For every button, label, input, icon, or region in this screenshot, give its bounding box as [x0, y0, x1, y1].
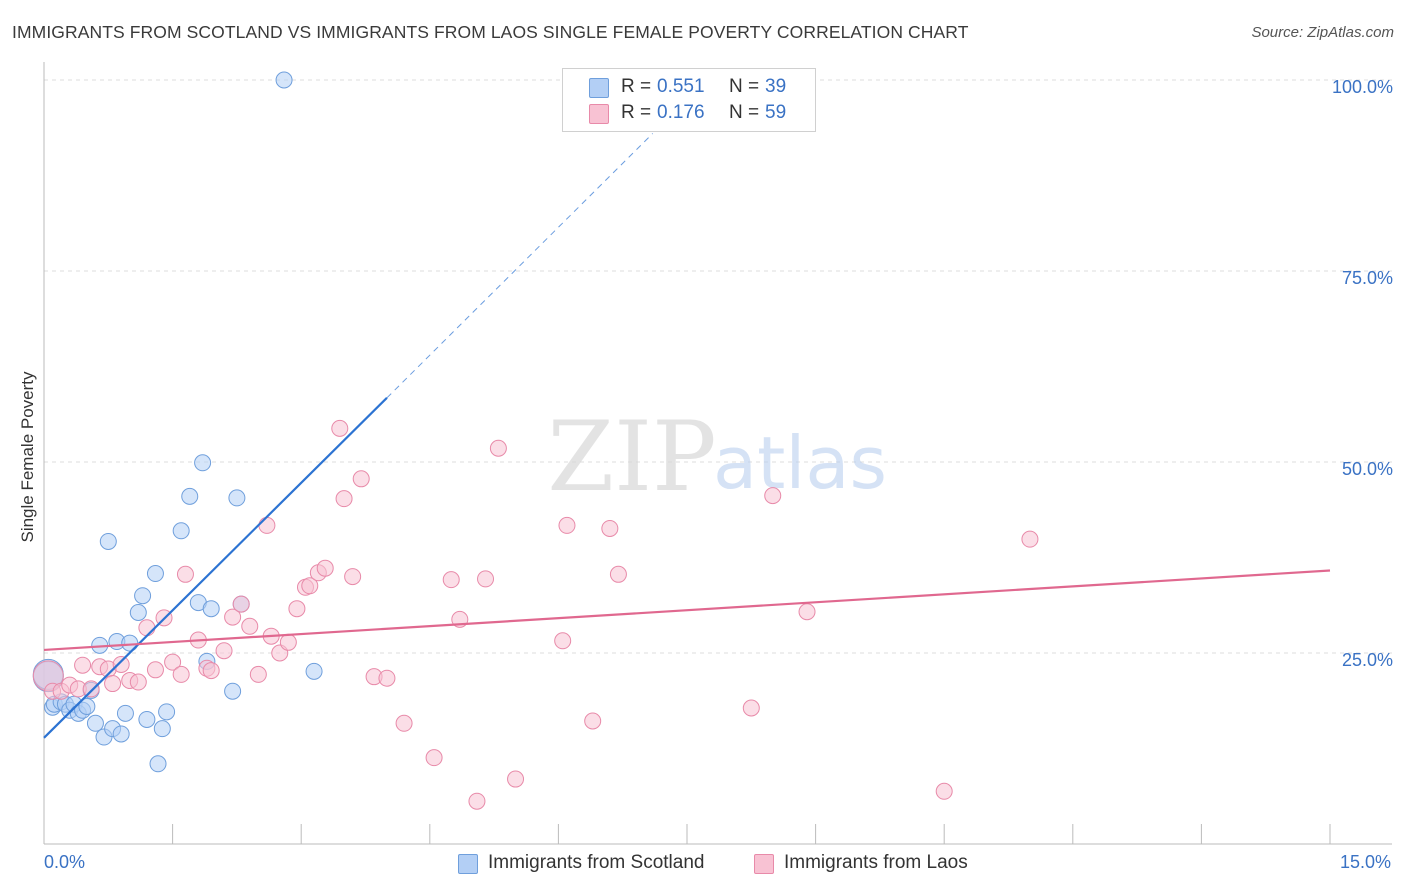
source-credit: Source: ZipAtlas.com — [1251, 24, 1394, 41]
data-point — [129, 673, 147, 691]
laos-swatch — [589, 104, 609, 124]
data-point — [331, 419, 349, 437]
data-point — [138, 619, 156, 637]
watermark-zip: ZIP — [547, 401, 716, 513]
data-point — [301, 577, 319, 595]
data-point — [1021, 530, 1039, 548]
data-point — [425, 749, 443, 767]
data-point — [172, 522, 190, 540]
laos-swatch — [754, 854, 774, 874]
data-point — [202, 600, 220, 618]
trend-line-laos — [43, 569, 1331, 652]
y-tick-label: 100.0% — [1331, 77, 1393, 97]
data-point — [153, 720, 171, 738]
data-point — [104, 675, 122, 693]
data-point — [477, 570, 495, 588]
watermark-atlas: atlas — [713, 421, 887, 505]
axes — [43, 62, 1392, 845]
data-point — [798, 603, 816, 621]
data-point — [352, 470, 370, 488]
y-tick-label: 25.0% — [1341, 650, 1393, 670]
data-point — [232, 595, 250, 613]
data-point — [112, 655, 130, 673]
correlation-legend: R = 0.551 N = 39 R = 0.176 N = 59 — [562, 68, 816, 132]
data-point — [146, 565, 164, 583]
legend-label: Immigrants from Scotland — [488, 852, 705, 873]
data-point — [558, 516, 576, 534]
data-point — [134, 587, 152, 605]
x-tick-label-min: 0.0% — [44, 852, 86, 872]
trend-extension-scotland — [386, 133, 654, 399]
data-point — [554, 632, 572, 650]
data-point — [764, 487, 782, 505]
chart-title: IMMIGRANTS FROM SCOTLAND VS IMMIGRANTS F… — [12, 22, 969, 42]
data-point — [601, 519, 619, 537]
n-value: 59 — [765, 102, 787, 123]
data-point — [228, 489, 246, 507]
data-point — [172, 665, 190, 683]
data-point — [176, 565, 194, 583]
data-point — [241, 617, 259, 635]
data-point — [468, 792, 486, 810]
data-point — [78, 697, 96, 715]
data-point — [86, 714, 104, 732]
n-label: N = — [729, 102, 760, 123]
data-point — [194, 454, 212, 472]
x-tick-label-max: 15.0% — [1340, 852, 1392, 872]
data-point — [215, 642, 233, 660]
r-label: R = — [621, 76, 652, 97]
data-point — [202, 662, 220, 680]
data-point — [316, 559, 334, 577]
data-point — [305, 662, 323, 680]
data-point — [82, 680, 100, 698]
data-point — [74, 656, 92, 674]
data-point — [279, 633, 297, 651]
data-point — [129, 604, 147, 622]
data-point — [442, 571, 460, 589]
data-point — [164, 653, 182, 671]
scotland-swatch — [458, 854, 478, 874]
data-point — [935, 782, 953, 800]
data-point — [116, 704, 134, 722]
trend-line-scotland — [43, 397, 388, 739]
legend-label: Immigrants from Laos — [784, 852, 968, 873]
trend-lines — [43, 133, 1331, 739]
series-laos-points — [32, 419, 1039, 810]
data-point — [335, 490, 353, 508]
data-point — [288, 600, 306, 618]
data-point — [99, 532, 117, 550]
data-point — [489, 439, 507, 457]
data-point — [112, 725, 130, 743]
data-point — [507, 770, 525, 788]
gridlines — [44, 79, 1392, 654]
data-point — [258, 516, 276, 534]
data-point — [138, 710, 156, 728]
data-point — [224, 608, 242, 626]
data-point — [158, 703, 176, 721]
scotland-swatch — [589, 78, 609, 98]
data-point — [609, 565, 627, 583]
data-point — [249, 665, 267, 683]
data-point — [584, 712, 602, 730]
r-label: R = — [621, 102, 652, 123]
n-value: 39 — [765, 76, 787, 97]
data-point — [395, 714, 413, 732]
data-point — [149, 755, 167, 773]
y-tick-label: 50.0% — [1341, 459, 1393, 479]
data-point — [181, 487, 199, 505]
data-point — [275, 71, 293, 89]
y-tick-label: 75.0% — [1341, 268, 1393, 288]
n-label: N = — [729, 76, 760, 97]
r-value: 0.551 — [657, 76, 705, 97]
data-point — [146, 661, 164, 679]
data-point — [224, 682, 242, 700]
data-point — [344, 568, 362, 586]
data-point — [378, 669, 396, 687]
r-value: 0.176 — [657, 102, 705, 123]
data-point — [742, 699, 760, 717]
